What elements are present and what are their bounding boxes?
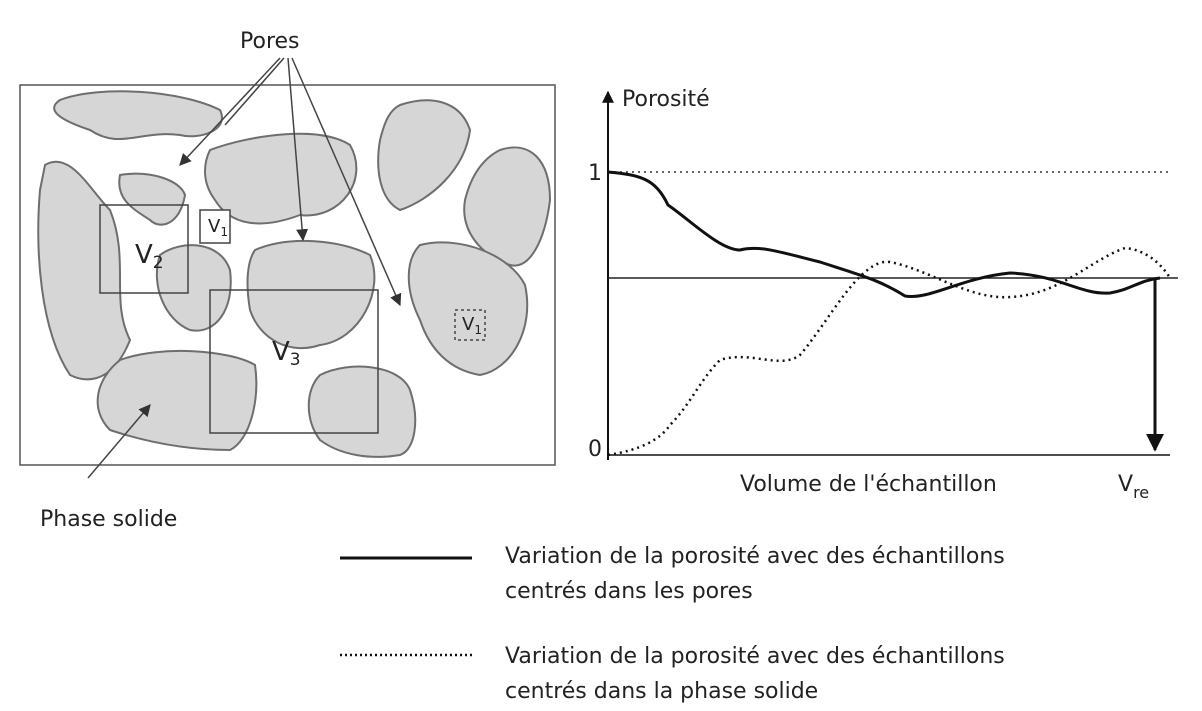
arrow (179, 57, 281, 166)
volume-sub: 2 (153, 253, 164, 273)
grain (37, 160, 132, 381)
arrow (287, 57, 309, 242)
legend-text: Variation de la porosité avec des échant… (505, 544, 1005, 569)
grain (407, 241, 529, 377)
volume-sub: 1 (474, 323, 482, 337)
y-axis-label: Porosité (622, 87, 710, 112)
volume-box (99, 204, 189, 294)
volume-sub: 1 (220, 225, 228, 239)
v-re-sub: re (1133, 483, 1149, 502)
grain (155, 244, 232, 332)
legend-text: centrés dans la phase solide (505, 679, 818, 704)
arrow (224, 57, 285, 126)
porosity-plot: Porosité 1 0 Volume de l'échantillon Vre (588, 87, 1178, 502)
legend-text: centrés dans les pores (505, 579, 753, 604)
volume-box (199, 209, 231, 244)
sample-frame (19, 84, 556, 466)
volume-base: V (208, 216, 221, 237)
porous-medium: V1 V2 V3 V1 Pores Phase solide (19, 29, 556, 532)
v-re-label: Vre (1118, 472, 1149, 502)
volume-base: V (135, 240, 153, 270)
volume-box (209, 289, 379, 434)
tick-label: 1 (588, 161, 602, 186)
grain (246, 239, 376, 350)
solid-label: Phase solide (40, 507, 177, 532)
arrow (87, 404, 151, 479)
grain (463, 146, 552, 267)
grain (53, 90, 223, 141)
volume-base: V (272, 337, 290, 367)
x-axis-label: Volume de l'échantillon (740, 472, 997, 497)
volume-label: V1 (462, 314, 482, 337)
tick-label: 0 (588, 437, 602, 462)
grain (307, 365, 417, 458)
pore-curve (607, 170, 1161, 298)
arrow (291, 57, 402, 307)
volume-label: V3 (272, 337, 301, 371)
grain (204, 132, 358, 225)
pores-label: Pores (240, 29, 300, 54)
v-re-base: V (1118, 472, 1133, 497)
grain (96, 349, 258, 452)
legend-text: Variation de la porosité avec des échant… (505, 644, 1005, 669)
grain (377, 99, 472, 212)
volume-label: V1 (208, 216, 228, 239)
volume-base: V (462, 314, 475, 335)
volume-label: V2 (135, 240, 164, 274)
legend: Variation de la porosité avec des échant… (340, 544, 1005, 704)
volume-sub: 3 (290, 350, 301, 370)
grain (118, 172, 187, 226)
solid-curve (607, 246, 1172, 457)
volume-box (454, 309, 486, 341)
